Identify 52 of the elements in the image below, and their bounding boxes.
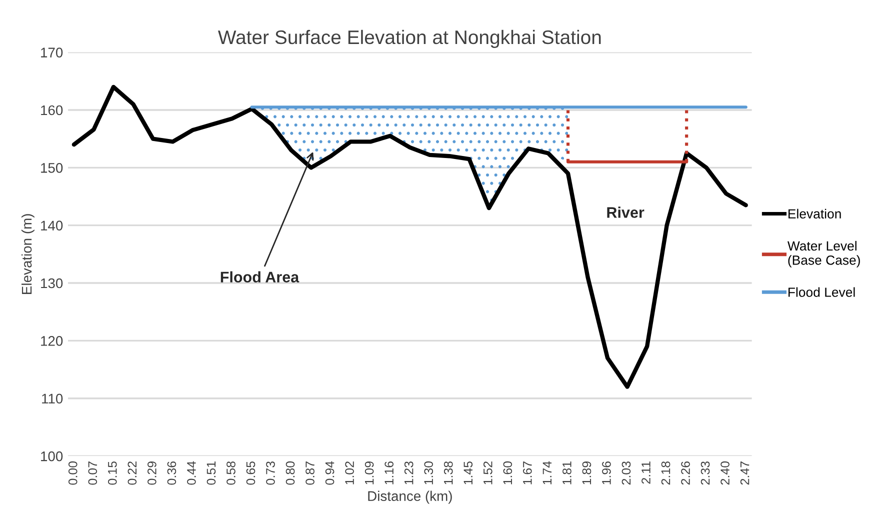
x-tick-label: 0.07 <box>88 462 98 485</box>
x-tick-label: 0.00 <box>68 461 78 485</box>
x-tick-label: 1.02 <box>345 462 354 484</box>
x-tick-label: 1.74 <box>542 461 552 484</box>
x-tick-label: 1.81 <box>562 462 572 484</box>
y-tick-label: 130 <box>41 278 63 288</box>
line-series <box>72 84 748 389</box>
x-tick-label: 0.80 <box>286 461 295 485</box>
x-tick-label: 2.03 <box>622 461 631 485</box>
x-tick-label: 0.22 <box>128 462 137 485</box>
x-tick-label: 1.09 <box>364 462 374 484</box>
x-tick-label: 1.16 <box>384 461 394 484</box>
x-tick-label: 0.36 <box>167 461 176 485</box>
y-tick-label: 120 <box>41 336 63 346</box>
y-tick-label: 150 <box>41 162 63 173</box>
x-tick-label: 0.44 <box>187 461 196 485</box>
y-tick-label: 140 <box>41 220 63 231</box>
legend-label: Water Level (Base Case) <box>787 240 860 268</box>
y-tick-label: 170 <box>41 48 63 58</box>
x-tick-label: 0.51 <box>206 462 216 485</box>
x-tick-label: 2.47 <box>740 462 750 485</box>
x-tick-label: 1.96 <box>602 461 611 484</box>
x-tick-label: 0.65 <box>246 461 256 485</box>
annotation: Flood Area <box>220 271 300 283</box>
x-tick-label: 0.15 <box>108 461 117 485</box>
x-tick-label: 2.18 <box>661 461 670 485</box>
x-tick-label: 1.67 <box>522 462 532 484</box>
x-tick-label: 1.38 <box>444 461 453 484</box>
x-tick-label: 0.87 <box>306 462 314 485</box>
y-tick-label: 100 <box>41 451 63 462</box>
legend-label: Flood Level <box>788 287 855 297</box>
x-tick-label: 2.11 <box>642 462 650 484</box>
x-tick-label: 1.30 <box>424 461 434 484</box>
x-tick-label: 2.33 <box>700 461 710 485</box>
x-tick-label: 0.29 <box>148 462 156 485</box>
chart-title: Water Surface Elevation at Nongkhai Station <box>218 30 601 48</box>
x-tick-label: 1.89 <box>582 462 592 484</box>
x-tick-label: 1.52 <box>483 462 492 484</box>
y-tick-label: 160 <box>41 105 63 116</box>
x-tick-label: 1.60 <box>503 461 512 484</box>
x-tick-label: 0.73 <box>266 461 275 485</box>
x-tick-label: 1.23 <box>404 461 414 484</box>
y-axis-title: Elevation (m) <box>21 214 34 294</box>
x-tick-label: 0.58 <box>226 461 236 485</box>
x-tick-label: 2.40 <box>720 461 730 485</box>
x-axis-title: Distance (km) <box>368 490 452 504</box>
x-tick-label: 1.45 <box>464 461 473 484</box>
x-tick-label: 0.94 <box>325 461 334 485</box>
annotation: River <box>607 206 644 218</box>
y-tick-label: 110 <box>42 394 63 404</box>
x-tick-label: 2.26 <box>681 461 690 485</box>
legend-label: Elevation <box>788 208 841 219</box>
